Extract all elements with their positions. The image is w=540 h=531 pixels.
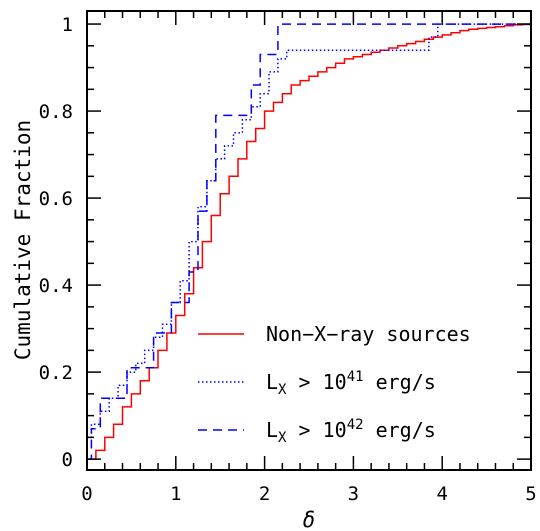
legend-lx41-sub: X — [278, 382, 287, 398]
legend-label-lx42: LX > 1042 erg/s — [266, 417, 436, 446]
series-line-1 — [87, 23, 531, 439]
x-tick-label: 0 — [81, 483, 92, 505]
legend-lx41-main: L — [266, 370, 278, 394]
legend-lx42-sup: 42 — [347, 417, 364, 433]
legend-lx41-unit: erg/s — [364, 370, 436, 394]
legend-label-non-xray: Non−X−ray sources — [266, 322, 471, 346]
x-tick-label: 1 — [170, 483, 181, 505]
legend-lx41-sup: 41 — [347, 369, 364, 385]
series-line-2 — [87, 23, 531, 460]
series-layer — [87, 23, 532, 460]
legend-lx42-unit: erg/s — [364, 418, 436, 442]
y-tick-label: 0 — [62, 449, 73, 471]
y-tick-label: 0.2 — [39, 362, 73, 384]
legend: Non−X−ray sources LX > 1041 erg/s LX > 1… — [198, 322, 471, 446]
legend-lx42-sub: X — [278, 430, 287, 446]
y-axis-label: Cumulative Fraction — [11, 120, 35, 360]
ticks-layer — [86, 11, 532, 470]
series-line-0 — [87, 23, 532, 460]
y-tick-label: 0.4 — [39, 275, 73, 297]
plot-frame — [86, 10, 532, 471]
legend-lx42-main: L — [266, 418, 278, 442]
x-tick-label: 2 — [259, 483, 270, 505]
y-tick-label: 1 — [62, 14, 73, 36]
x-tick-label: 3 — [348, 483, 359, 505]
tick-labels-layer: 0 1 2 3 4 5 0 0.2 0.4 0.6 0.8 1 — [39, 14, 537, 505]
x-tick-label: 5 — [525, 483, 536, 505]
legend-label-lx41: LX > 1041 erg/s — [266, 369, 436, 398]
y-tick-label: 0.8 — [39, 101, 73, 123]
x-axis-label: δ — [303, 508, 316, 531]
y-tick-label: 0.6 — [39, 188, 73, 210]
x-tick-label: 4 — [436, 483, 447, 505]
legend-lx42-op: > 10 — [286, 418, 346, 442]
legend-lx41-op: > 10 — [286, 370, 346, 394]
